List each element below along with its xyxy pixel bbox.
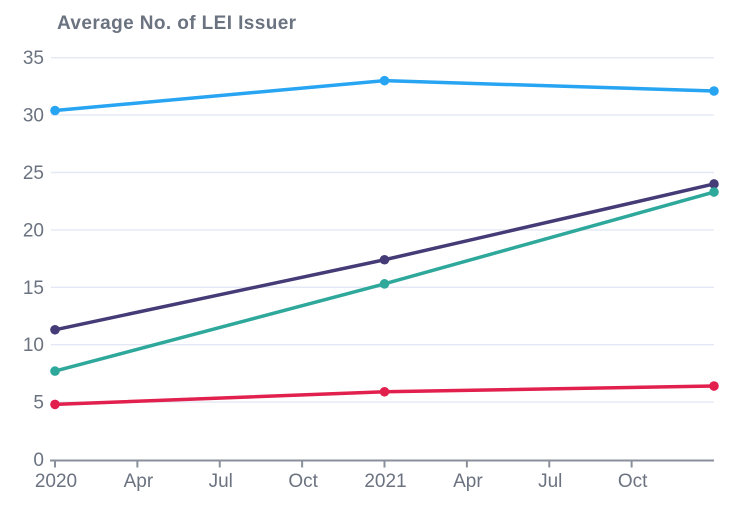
data-point-teal[interactable] bbox=[379, 279, 390, 289]
x-axis-label: Apr bbox=[453, 471, 483, 492]
y-axis-label: 35 bbox=[23, 48, 44, 69]
x-axis-label: Oct bbox=[618, 471, 648, 492]
data-point-crimson[interactable] bbox=[709, 381, 719, 391]
data-point-light-blue[interactable] bbox=[379, 75, 390, 86]
x-axis-label: Jul bbox=[538, 471, 562, 492]
x-axis-label: Jul bbox=[209, 471, 233, 492]
data-point-light-blue[interactable] bbox=[50, 105, 60, 116]
y-axis-label: 5 bbox=[33, 393, 44, 414]
data-point-dark-navy[interactable] bbox=[379, 254, 390, 265]
y-axis-label: 25 bbox=[23, 163, 44, 184]
data-point-teal[interactable] bbox=[50, 366, 60, 376]
data-point-crimson[interactable] bbox=[379, 386, 390, 397]
chart-title: Average No. of LEI Issuer bbox=[57, 13, 297, 34]
x-axis-label: Apr bbox=[124, 471, 154, 492]
data-point-crimson[interactable] bbox=[50, 399, 60, 410]
x-axis-label: 2021 bbox=[364, 471, 406, 492]
x-axis-label: Oct bbox=[288, 471, 318, 492]
data-point-light-blue[interactable] bbox=[709, 86, 719, 96]
data-point-teal[interactable] bbox=[709, 187, 719, 197]
y-axis-label: 15 bbox=[23, 278, 44, 299]
data-point-dark-navy[interactable] bbox=[50, 324, 60, 335]
y-axis-label: 0 bbox=[33, 450, 44, 471]
data-point-dark-navy[interactable] bbox=[709, 179, 719, 189]
x-axis-label: 2020 bbox=[35, 471, 77, 492]
y-axis-label: 20 bbox=[23, 220, 44, 241]
y-axis-label: 30 bbox=[23, 106, 44, 127]
y-axis-label: 10 bbox=[23, 335, 44, 356]
